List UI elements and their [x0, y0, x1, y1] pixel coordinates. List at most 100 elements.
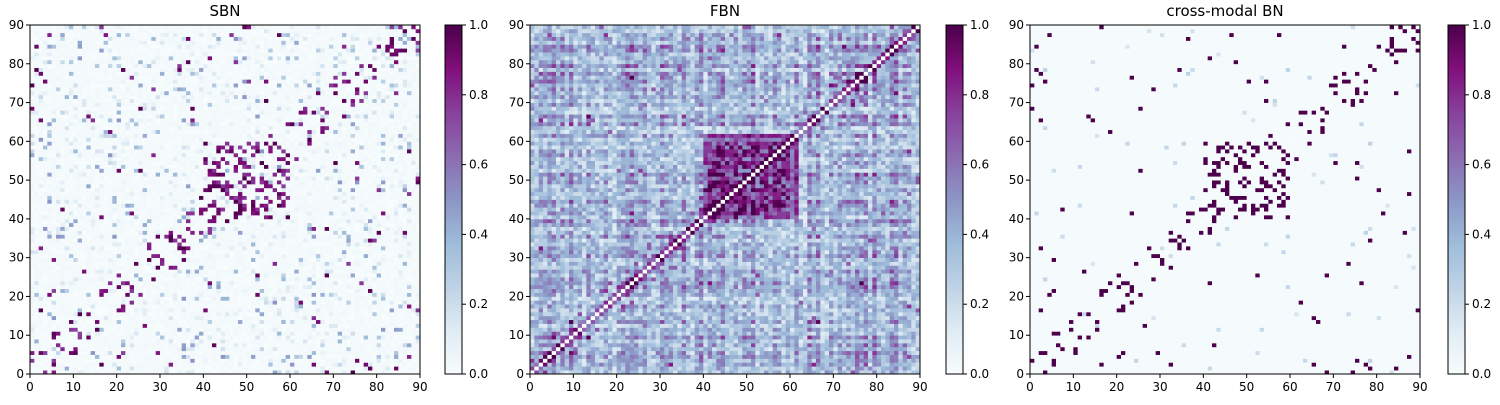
heatmap-cell [73, 355, 78, 359]
heatmap-cell [177, 242, 182, 246]
heatmap-cell [39, 308, 44, 312]
heatmap-cell [225, 231, 230, 235]
heatmap-cell [195, 184, 200, 188]
heatmap-cell [156, 324, 161, 328]
heatmap-cell [212, 184, 217, 188]
heatmap-cell [377, 351, 382, 355]
heatmap-cell [208, 304, 213, 308]
heatmap-cell [86, 157, 91, 161]
heatmap-cell [316, 285, 321, 289]
heatmap-cell [82, 242, 87, 246]
heatmap-cell [203, 343, 208, 347]
heatmap-cell [359, 219, 364, 223]
heatmap-cell [143, 265, 148, 269]
heatmap-cell [407, 246, 412, 250]
heatmap-cell [190, 316, 195, 320]
heatmap-cell [125, 180, 130, 184]
heatmap-cell [247, 285, 252, 289]
heatmap-cell [342, 324, 347, 328]
heatmap-cell [247, 347, 252, 351]
heatmap-cell [56, 254, 61, 258]
heatmap-cell [268, 188, 273, 192]
heatmap-cell [112, 161, 117, 165]
heatmap-cell [65, 258, 70, 262]
heatmap-cell [273, 196, 278, 200]
heatmap-cell [190, 320, 195, 324]
heatmap-cell [342, 362, 347, 366]
heatmap-cell [225, 165, 230, 169]
heatmap-cell [251, 281, 256, 285]
heatmap-cell [47, 312, 52, 316]
heatmap-cell [242, 165, 247, 169]
heatmap-cell [221, 347, 226, 351]
heatmap-cell [221, 339, 226, 343]
heatmap-cell [151, 192, 156, 196]
heatmap-cell [355, 358, 360, 362]
heatmap-cell [47, 234, 52, 238]
heatmap-cell [182, 231, 187, 235]
heatmap-cell [333, 168, 338, 172]
heatmap-cell [242, 188, 247, 192]
heatmap-cell [294, 304, 299, 308]
heatmap-cell [342, 234, 347, 238]
heatmap-cell [186, 289, 191, 293]
heatmap-cell [264, 324, 269, 328]
heatmap-cell [290, 254, 295, 258]
heatmap-cell [381, 281, 386, 285]
heatmap-cell [242, 234, 247, 238]
heatmap-cell [169, 347, 174, 351]
heatmap-cell [104, 165, 109, 169]
heatmap-cell [325, 176, 330, 180]
heatmap-cell [199, 312, 204, 316]
heatmap-cell [407, 312, 412, 316]
heatmap-cell [108, 269, 113, 273]
heatmap-cell [151, 285, 156, 289]
heatmap-cell [56, 308, 61, 312]
heatmap-cell [320, 250, 325, 254]
heatmap-cell [251, 219, 256, 223]
heatmap-cell [303, 281, 308, 285]
heatmap-cell [208, 316, 213, 320]
heatmap-cell [34, 347, 39, 351]
heatmap-cell [385, 293, 390, 297]
heatmap-cell [403, 273, 408, 277]
heatmap-cell [186, 285, 191, 289]
heatmap-cell [312, 223, 317, 227]
heatmap-cell [394, 312, 399, 316]
heatmap-cell [186, 161, 191, 165]
heatmap-cell [65, 296, 70, 300]
heatmap-cell [82, 157, 87, 161]
heatmap-cell [47, 254, 52, 258]
heatmap-cell [95, 300, 100, 304]
heatmap-cell [398, 246, 403, 250]
heatmap-cell [325, 168, 330, 172]
heatmap-cell [242, 269, 247, 273]
heatmap-cell [234, 246, 239, 250]
heatmap-cell [247, 277, 252, 281]
heatmap-cell [65, 219, 70, 223]
heatmap-cell [368, 273, 373, 277]
heatmap-cell [320, 316, 325, 320]
heatmap-cell [221, 168, 226, 172]
heatmap-cell [121, 343, 126, 347]
heatmap-cell [264, 339, 269, 343]
heatmap-cell [164, 231, 169, 235]
heatmap-cell [390, 308, 395, 312]
heatmap-cell [112, 304, 117, 308]
heatmap-cell [221, 358, 226, 362]
heatmap-cell [117, 207, 122, 211]
heatmap-cell [264, 234, 269, 238]
heatmap-cell [294, 335, 299, 339]
heatmap-cell [381, 335, 386, 339]
heatmap-cell [212, 262, 217, 266]
heatmap-cell [130, 304, 135, 308]
heatmap-cell [372, 347, 377, 351]
heatmap-cell [130, 200, 135, 204]
heatmap-cell [147, 168, 152, 172]
heatmap-cell [99, 180, 104, 184]
heatmap-cell [299, 265, 304, 269]
heatmap-cell [95, 277, 100, 281]
heatmap-cell [60, 277, 65, 281]
heatmap-cell [134, 231, 139, 235]
heatmap-cell [390, 316, 395, 320]
